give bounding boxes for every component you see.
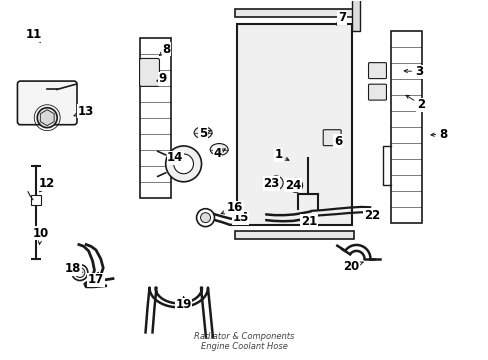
Text: 10: 10 <box>33 226 49 244</box>
Text: 5: 5 <box>199 127 210 140</box>
Bar <box>237 24 351 225</box>
Text: 21: 21 <box>300 215 316 228</box>
Ellipse shape <box>194 127 212 139</box>
Text: 3: 3 <box>404 65 422 78</box>
FancyBboxPatch shape <box>368 84 386 100</box>
Text: 18: 18 <box>65 262 82 275</box>
FancyBboxPatch shape <box>18 81 77 125</box>
Bar <box>140 39 171 198</box>
Circle shape <box>173 154 193 174</box>
FancyBboxPatch shape <box>323 130 341 146</box>
Circle shape <box>72 265 88 280</box>
Bar <box>234 231 353 239</box>
Circle shape <box>41 112 53 124</box>
Text: 13: 13 <box>74 105 94 118</box>
Circle shape <box>196 209 214 226</box>
Circle shape <box>200 213 210 222</box>
Text: 22: 22 <box>363 209 380 222</box>
Text: 12: 12 <box>39 177 55 192</box>
Text: Radiator & Components
Engine Coolant Hose: Radiator & Components Engine Coolant Hos… <box>194 332 294 351</box>
Bar <box>351 0 360 31</box>
Text: 6: 6 <box>333 135 342 148</box>
Circle shape <box>165 146 201 182</box>
Text: 19: 19 <box>175 297 191 311</box>
Text: 17: 17 <box>88 272 104 286</box>
Bar <box>31 195 41 205</box>
Circle shape <box>75 267 84 278</box>
Ellipse shape <box>210 144 228 156</box>
Text: 11: 11 <box>26 28 42 42</box>
Text: 4: 4 <box>213 147 225 159</box>
Text: 2: 2 <box>405 95 424 111</box>
Bar <box>390 31 422 223</box>
Text: 9: 9 <box>157 72 166 85</box>
FancyBboxPatch shape <box>368 63 386 78</box>
Text: 7: 7 <box>336 12 346 25</box>
Text: 23: 23 <box>263 177 279 190</box>
Bar <box>234 9 353 17</box>
FancyBboxPatch shape <box>139 58 159 86</box>
Circle shape <box>37 108 57 128</box>
Text: 16: 16 <box>221 202 243 215</box>
Text: 1: 1 <box>274 148 288 161</box>
Circle shape <box>268 176 283 190</box>
Circle shape <box>288 179 302 192</box>
Text: 15: 15 <box>232 211 248 224</box>
Text: 24: 24 <box>285 179 301 192</box>
Text: 8: 8 <box>159 42 170 55</box>
Text: 8: 8 <box>430 127 447 141</box>
Text: 14: 14 <box>167 151 183 165</box>
Text: 20: 20 <box>343 260 363 273</box>
